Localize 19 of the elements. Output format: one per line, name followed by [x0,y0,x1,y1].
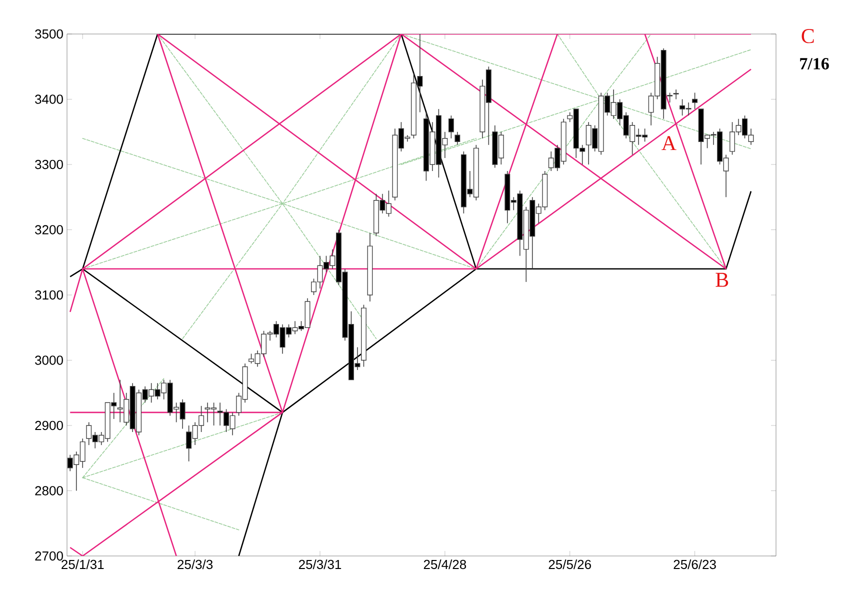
x-tick-label: 25/4/28 [424,560,466,570]
y-tick-label: 3400 [35,94,63,104]
y-tick-label: 3500 [35,29,63,39]
x-tick-label: 25/6/23 [674,560,716,570]
y-tick-label: 2800 [35,486,63,496]
y-tick-label: 3000 [35,356,63,365]
x-tick-label: 25/3/3 [178,560,213,570]
x-tick-label: 25/3/31 [298,560,342,570]
y-tick-label: 2900 [35,420,63,430]
x-tick-label: 25/1/31 [62,560,104,570]
x-tick-label: 25/5/26 [548,560,591,570]
text: C [802,29,814,44]
annotation: A [662,136,676,150]
y-tick-label: 3100 [35,290,63,300]
annotation: B [716,272,728,287]
text: 7/16 [800,58,829,70]
y-tick-label: 2700 [35,551,63,561]
y-tick-label: 3200 [35,225,63,234]
y-tick-label: 3300 [35,160,63,170]
